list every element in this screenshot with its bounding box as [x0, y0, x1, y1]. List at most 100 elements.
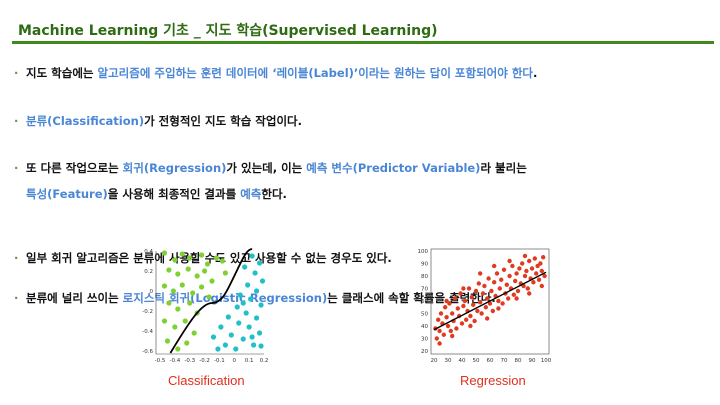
tick-labels: 0.40.20-0.2-0.4-0.6-0.5 -0.4 -0.3 -0.2 -0.1 0… [142, 249, 268, 364]
x-tick-label: 60 [487, 358, 494, 364]
page-title: Machine Learning 기초 _ 지도 학습(Supervised L… [18, 23, 438, 39]
data-point [454, 326, 459, 331]
y-tick-label: 30 [421, 337, 428, 343]
bullet-highlight: 회귀(Regression) [122, 161, 227, 175]
bullet-highlight: 분류(Classification) [26, 114, 145, 128]
data-point [447, 301, 452, 306]
data-point [258, 343, 264, 349]
data-point [225, 314, 231, 320]
bullet-highlight: 로지스틱 회귀(Logistic Regression) [122, 291, 328, 305]
bullet-item: 지도 학습에는 알고리즘에 주입하는 훈련 데이터에 ‘레이블(Label)’이… [14, 66, 714, 80]
data-point [249, 253, 255, 259]
bullet-text: 는 클래스에 속할 확률을 출력한다. [327, 291, 496, 305]
classification-caption: Classification [168, 373, 245, 388]
data-point [490, 308, 495, 314]
data-point [166, 267, 172, 273]
data-point [187, 255, 193, 261]
data-point [507, 273, 512, 279]
data-point [259, 278, 266, 284]
data-point [504, 282, 509, 287]
x-tick-label: 0.2 [260, 358, 269, 364]
trend-line [433, 271, 547, 331]
data-point [248, 296, 254, 302]
data-point [243, 310, 249, 316]
y-tick-label: 50 [421, 312, 428, 318]
data-point [514, 296, 519, 301]
data-point [480, 291, 486, 296]
data-point [472, 318, 477, 324]
x-tick-label: 40 [459, 358, 466, 364]
data-point [500, 301, 505, 306]
data-point [534, 271, 539, 276]
data-point [185, 266, 191, 272]
data-point [161, 283, 168, 289]
data-point [535, 263, 540, 269]
data-point [461, 303, 466, 309]
data-point [473, 288, 479, 294]
data-point [511, 292, 516, 297]
data-point [489, 288, 494, 294]
data-point [256, 330, 263, 336]
data-point [256, 260, 263, 266]
data-point [179, 282, 185, 288]
data-point [522, 253, 528, 259]
data-point [219, 258, 225, 264]
data-point [170, 288, 176, 294]
data-point [251, 342, 257, 348]
data-point [237, 292, 243, 298]
data-point [478, 271, 483, 276]
data-point [517, 266, 522, 271]
data-point [497, 286, 502, 291]
data-point [175, 306, 181, 312]
data-point [246, 324, 252, 330]
y-tick-label: 0.4 [144, 249, 153, 255]
x-tick-label: 100 [541, 358, 552, 364]
data-point [492, 280, 497, 285]
data-point [450, 333, 455, 339]
data-point [249, 334, 255, 340]
data-point [459, 321, 465, 326]
data-point [210, 334, 217, 340]
data-point [233, 346, 239, 352]
y-tick-label: 40 [421, 324, 428, 330]
bullet-text: . [532, 66, 538, 80]
data-point [199, 284, 205, 290]
data-point [507, 258, 512, 264]
data-point [524, 268, 529, 274]
bullet-text: 가 있는데, 이는 [226, 161, 307, 175]
bullet-text: 한다. [261, 187, 287, 201]
data-point [245, 282, 251, 288]
bullet-list: 지도 학습에는 알고리즘에 주입하는 훈련 데이터에 ‘레이블(Label)’이… [14, 66, 714, 305]
x-tick-label: 0 [233, 358, 237, 364]
x-tick-label: -0.4 [169, 358, 180, 364]
data-point [172, 324, 178, 330]
data-point [436, 317, 441, 322]
data-point [175, 346, 181, 352]
data-point [536, 277, 542, 282]
data-point [164, 338, 171, 344]
data-point [468, 313, 473, 319]
bullet-text: 또 다른 작업으로는 [26, 161, 123, 175]
data-point [529, 266, 535, 271]
data-point [444, 298, 449, 304]
bullet-item: 분류(Classification)가 전형적인 지도 학습 작업이다. [14, 114, 714, 128]
data-point [445, 323, 451, 329]
bullet-text: 분류에 널리 쓰이는 [26, 291, 123, 305]
data-point [487, 301, 493, 306]
data-point [187, 300, 193, 306]
data-point [461, 286, 466, 291]
data-point [184, 340, 190, 346]
data-point [218, 324, 224, 330]
y-tick-label: 0.2 [144, 269, 153, 275]
data-point [204, 261, 211, 267]
data-point [499, 277, 504, 282]
data-point [190, 290, 196, 296]
x-tick-label: 90 [529, 358, 536, 364]
data-point [466, 286, 472, 291]
data-point [458, 291, 463, 296]
y-tick-label: -0.4 [142, 329, 153, 335]
x-tick-label: 50 [473, 358, 480, 364]
x-tick-label: -0.3 [184, 358, 195, 364]
data-point [455, 306, 460, 311]
data-point [179, 251, 185, 257]
